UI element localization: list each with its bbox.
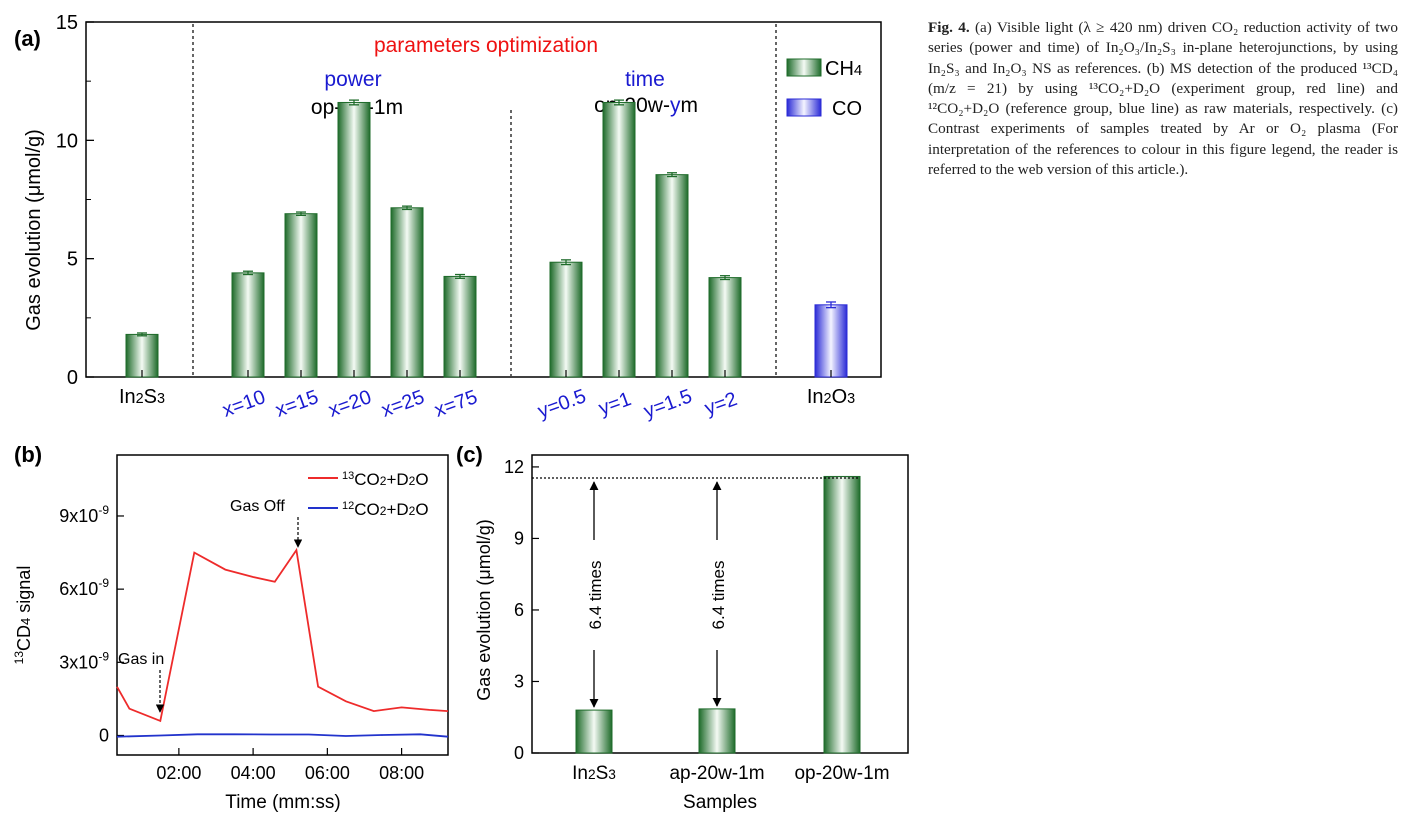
- figure: (a) 0 5 10 15 Gas evolution (μmol/g) parame…: [12, 12, 909, 813]
- legend-label-12co2: 12CO2+D2O: [342, 500, 429, 519]
- y-tick-label: 0: [67, 367, 78, 389]
- series-line-red: [116, 547, 449, 723]
- panel-c-bar-chart: (c) 0 3 6 9 12 In2S3 ap-20w-1m op-20w-1m Gas ev…: [456, 442, 909, 813]
- panel-a-bar-chart: (a) 0 5 10 15 Gas evolution (μmol/g) parame…: [14, 12, 882, 423]
- ratio-annotation: 6.4 times: [586, 561, 605, 630]
- panel-b-label: (b): [14, 442, 42, 467]
- y-tick-label: 0: [514, 743, 524, 763]
- x-tick-label: y=2: [702, 388, 740, 420]
- panel-b-x-axis-label: Time (mm:ss): [225, 792, 340, 813]
- x-tick-label: In2S3: [572, 763, 616, 784]
- x-tick-label: y=0.5: [535, 385, 589, 423]
- y-tick-label: 6x10-9: [59, 576, 109, 599]
- bar-y-1-5: [655, 174, 689, 378]
- panel-b-line-chart: (b) 02:00 04:00 06:00 08:00 0 3x10-9 6x10-9 9x1…: [12, 442, 449, 813]
- y-tick-label: 10: [56, 130, 78, 152]
- caption-text: (a) Visible light (λ ≥ 420 nm) driven CO…: [928, 19, 1398, 179]
- panel-a-y-axis: 0 5 10 15: [56, 12, 94, 389]
- y-tick-label: 15: [56, 12, 78, 34]
- y-tick-label: 5: [67, 249, 78, 271]
- x-tick-label: x=20: [326, 386, 375, 422]
- y-tick-label: 9: [514, 528, 524, 548]
- bar-x-20: [337, 101, 371, 378]
- x-tick-label: In2O3: [807, 386, 855, 408]
- time-group-label: time: [625, 68, 665, 91]
- x-tick-label: x=75: [432, 386, 481, 422]
- panel-a-x-tick-labels: In2S3 x=10 x=15 x=20 x=25 x=75 y=0.5 y=1 y=1.5 y=…: [119, 370, 855, 423]
- bar-y-0-5: [549, 261, 583, 378]
- bar-op-20w-1m: [823, 475, 861, 754]
- panel-a-frame: [85, 21, 882, 378]
- panel-b-series: [116, 547, 449, 738]
- x-tick-label: op-20w-1m: [794, 763, 889, 784]
- panel-a-bars: [125, 99, 848, 378]
- x-tick-label: x=25: [379, 386, 428, 422]
- panel-c-label: (c): [456, 442, 483, 467]
- bar-ap-20w-1m: [698, 708, 736, 754]
- bar-x-75: [443, 275, 477, 378]
- x-tick-label: In2S3: [119, 386, 165, 408]
- panel-a-y-axis-label: Gas evolution (μmol/g): [23, 129, 45, 331]
- panel-a-title: parameters optimization: [374, 34, 598, 57]
- gas-in-annotation: Gas in: [118, 651, 164, 668]
- legend-swatch-ch4: [786, 58, 822, 77]
- panel-c-bars: [575, 475, 861, 754]
- bar-x-10: [231, 272, 265, 378]
- bar-x-25: [390, 207, 424, 378]
- gas-off-annotation: Gas Off: [230, 498, 285, 515]
- panel-b-y-axis-label: 13CD4 signal: [12, 566, 34, 665]
- power-group-label: power: [324, 68, 381, 91]
- x-tick-label: 04:00: [231, 763, 276, 783]
- panel-b-frame: [116, 454, 449, 756]
- x-tick-label: 06:00: [305, 763, 350, 783]
- x-tick-label: x=10: [220, 386, 269, 422]
- panel-c-axes: 0 3 6 9 12 In2S3 ap-20w-1m op-20w-1m: [504, 457, 890, 784]
- bar-y-1: [602, 101, 636, 378]
- y-tick-label: 3: [514, 671, 524, 691]
- panel-c-x-axis-label: Samples: [683, 792, 757, 813]
- y-tick-label: 12: [504, 457, 524, 477]
- y-tick-label: 9x10-9: [59, 503, 109, 526]
- bar-x-15: [284, 213, 318, 378]
- bar-y-2: [708, 277, 742, 378]
- panel-c-y-axis-label: Gas evolution (μmol/g): [474, 519, 494, 700]
- x-tick-label: ap-20w-1m: [669, 763, 764, 784]
- y-tick-label: 6: [514, 600, 524, 620]
- legend-label-13co2: 13CO2+D2O: [342, 470, 429, 489]
- bar-in2o3: [814, 304, 848, 378]
- bar-in2s3: [575, 709, 613, 754]
- legend-swatch-co: [786, 98, 822, 117]
- caption-figure-label: Fig. 4.: [928, 19, 970, 36]
- x-tick-label: 02:00: [156, 763, 201, 783]
- y-tick-label: 3x10-9: [59, 649, 109, 672]
- legend-label-co: CO: [832, 98, 862, 120]
- legend-label-ch4: CH4: [825, 58, 862, 80]
- series-line-blue: [116, 733, 449, 738]
- bar-in2s3: [125, 333, 159, 378]
- x-tick-label: 08:00: [379, 763, 424, 783]
- x-tick-label: y=1: [596, 388, 634, 420]
- ratio-annotation: 6.4 times: [709, 561, 728, 630]
- figure-caption: Fig. 4. (a) Visible light (λ ≥ 420 nm) d…: [928, 18, 1398, 180]
- panel-b-legend: 13CO2+D2O 12CO2+D2O: [308, 470, 429, 519]
- x-tick-label: y=1.5: [641, 385, 695, 423]
- x-tick-label: x=15: [273, 386, 322, 422]
- panel-a-legend: CH4 CO: [786, 58, 862, 120]
- panel-a-label: (a): [14, 26, 41, 51]
- panel-b-axes: 02:00 04:00 06:00 08:00 0 3x10-9 6x10-9 9x10-9: [59, 503, 424, 783]
- y-tick-label: 0: [99, 725, 109, 745]
